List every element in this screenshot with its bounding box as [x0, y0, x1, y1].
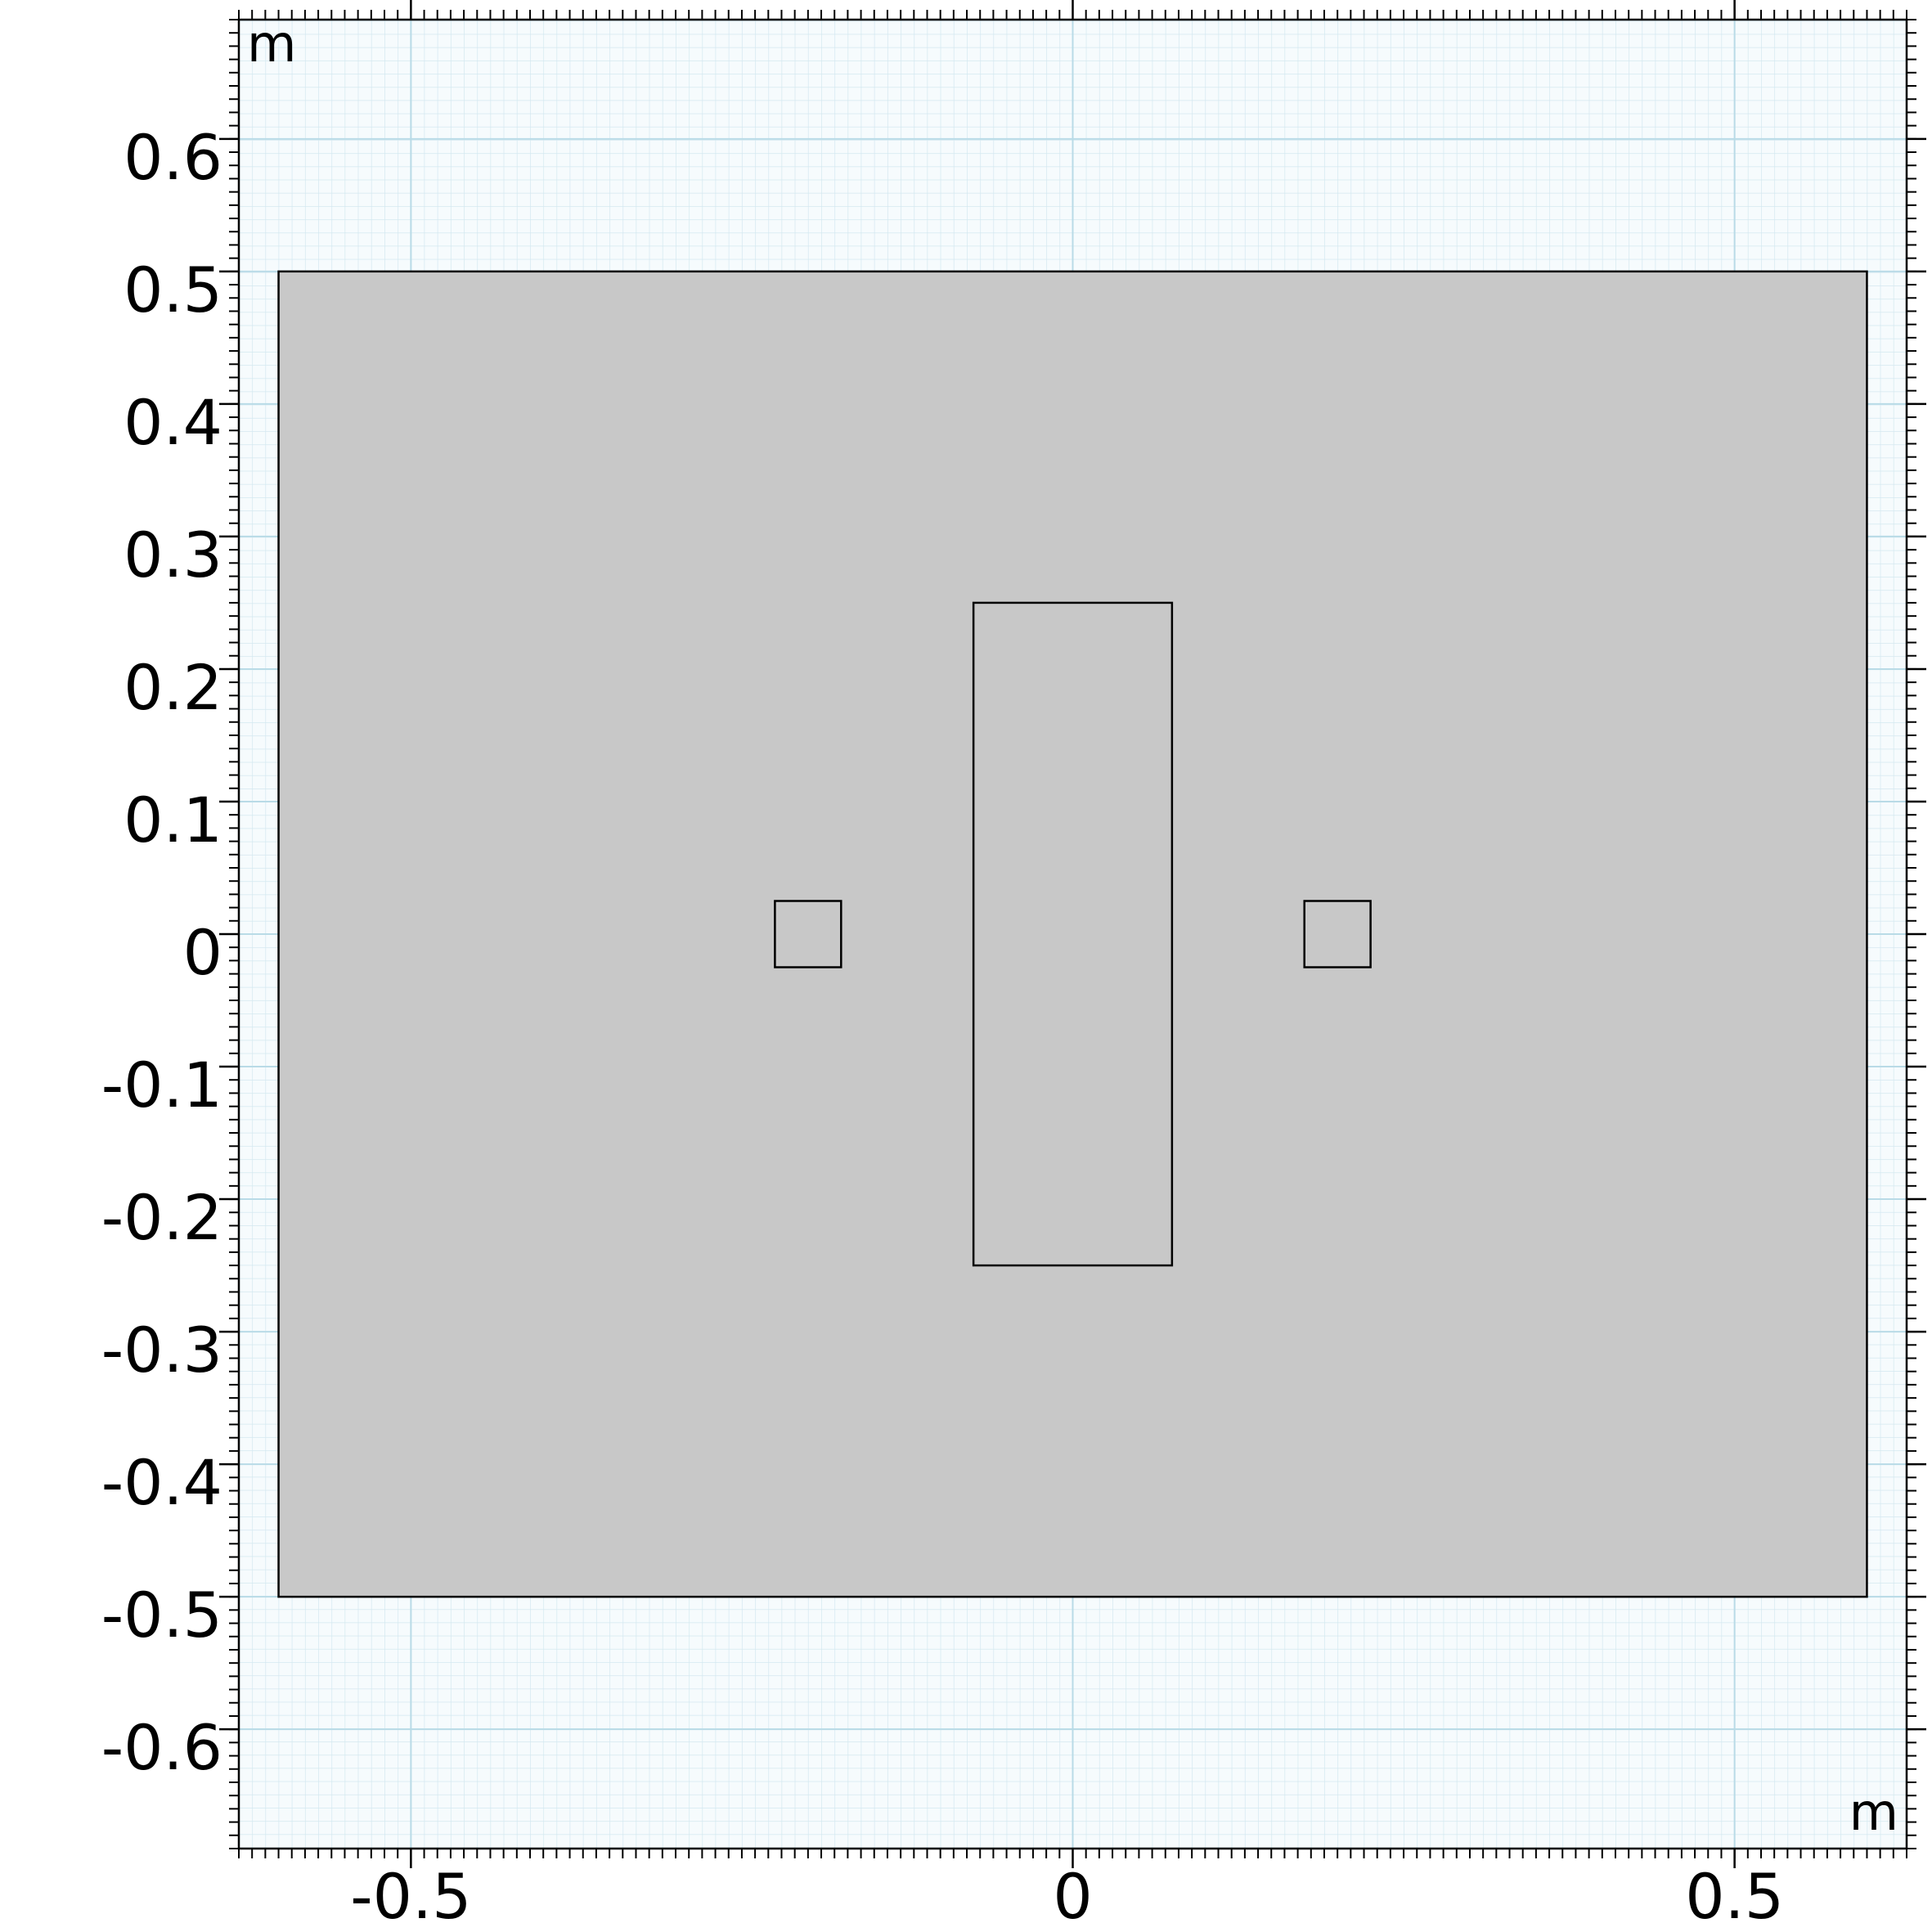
y-tick-label: 0.3 — [124, 519, 222, 591]
y-tick-label: -0.2 — [101, 1181, 222, 1254]
y-tick-label: 0.5 — [124, 254, 222, 326]
y-tick-label: -0.5 — [101, 1579, 222, 1651]
x-tick-label: 0 — [1053, 1860, 1092, 1932]
domain-rectangle — [774, 900, 842, 968]
y-tick-label: 0 — [183, 916, 222, 989]
y-tick-label: 0.1 — [124, 784, 222, 856]
domain-rectangle — [1303, 900, 1372, 968]
y-tick-label: 0.4 — [124, 386, 222, 459]
y-tick-label: -0.6 — [101, 1711, 222, 1784]
y-tick-label: -0.4 — [101, 1446, 222, 1519]
x-tick-label: -0.5 — [350, 1860, 471, 1932]
y-tick-label: -0.1 — [101, 1049, 222, 1121]
x-tick-label: 0.5 — [1685, 1860, 1784, 1932]
x-unit-label: m — [1849, 1782, 1898, 1842]
y-tick-label: 0.2 — [124, 651, 222, 724]
y-unit-label: m — [247, 14, 296, 74]
domain-rectangle — [972, 601, 1174, 1267]
y-tick-label: -0.3 — [101, 1314, 222, 1386]
y-tick-label: 0.6 — [124, 121, 222, 194]
